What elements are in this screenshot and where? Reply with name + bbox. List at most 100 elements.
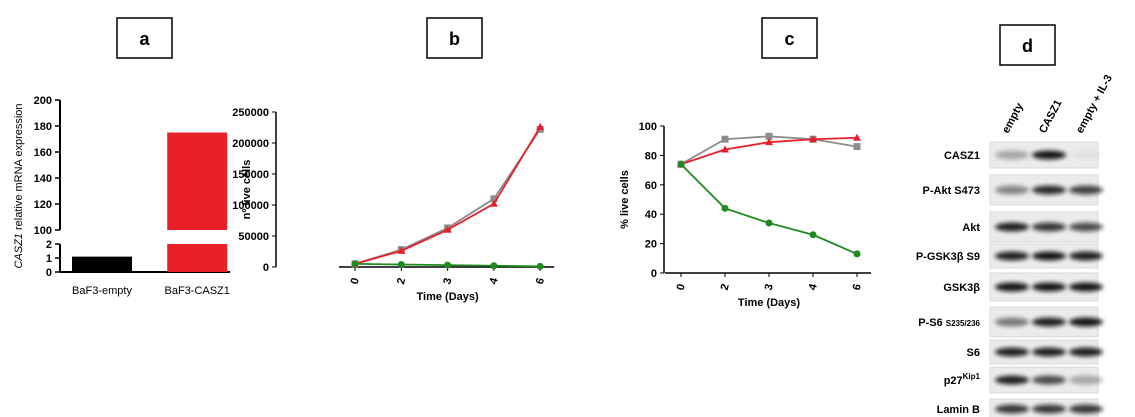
blot-band (995, 151, 1029, 160)
y-axis-label: CASZ1 relative mRNA expression (13, 103, 25, 268)
row-label-text: p27 (944, 375, 963, 387)
y-tick-label: 120 (34, 199, 52, 211)
marker (352, 260, 359, 267)
x-tick-label: 0 (349, 277, 362, 286)
x-tick-label: 2 (719, 283, 732, 292)
series-line (681, 164, 857, 254)
x-tick-label: BaF3-CASZ1 (164, 285, 229, 297)
blot-band (995, 318, 1029, 327)
y-tick-label: 2 (46, 239, 52, 251)
blot-band (995, 405, 1029, 414)
row-label: Lamin B (937, 404, 980, 416)
row-label-text: Akt (962, 222, 980, 234)
bar (167, 133, 227, 273)
y-axis-label-gene: CASZ1 (13, 233, 25, 268)
row-label: Akt (962, 222, 980, 234)
x-tick-label: 6 (851, 283, 864, 292)
marker (722, 205, 729, 212)
row-label: P-S6 S235/236 (918, 317, 980, 329)
x-tick-label: 3 (763, 283, 776, 292)
blot-band (1032, 151, 1066, 160)
row-label-text: GSK3β (943, 282, 980, 294)
blot-band (995, 223, 1029, 232)
series-line (355, 127, 540, 264)
row-label-text: P-S6 (918, 317, 942, 329)
blot-band (995, 252, 1029, 261)
x-axis-label: Time (Days) (738, 297, 800, 309)
marker (537, 263, 544, 270)
y-tick-label: 200000 (232, 138, 269, 150)
y-axis-label: % live cells (619, 170, 631, 229)
marker (766, 220, 773, 227)
marker (722, 136, 729, 143)
blot-band (1069, 186, 1103, 195)
row-label-sub: S235/236 (946, 319, 981, 328)
blot-band (1069, 283, 1103, 292)
blot-band (1032, 405, 1066, 414)
row-label-text: CASZ1 (944, 150, 980, 162)
y-tick-label: 60 (645, 180, 657, 192)
lane-label: CASZ1 (1037, 98, 1065, 135)
bar (72, 257, 132, 272)
panel-label: c (784, 29, 794, 49)
x-tick-label: BaF3-empty (72, 285, 132, 297)
blot-band (995, 186, 1029, 195)
blot-band (995, 348, 1029, 357)
marker (490, 262, 497, 269)
blot-band (1032, 186, 1066, 195)
y-tick-label: 100 (639, 121, 657, 133)
row-label-text: P-Akt S473 (923, 185, 980, 197)
marker (854, 250, 861, 257)
y-tick-label: 200 (34, 95, 52, 107)
blot-band (1032, 283, 1066, 292)
x-axis-label: Time (Days) (417, 291, 479, 303)
blot-band (995, 283, 1029, 292)
blot-band (1032, 252, 1066, 261)
x-tick-label: 4 (807, 282, 820, 292)
blot-band (1069, 151, 1103, 160)
lane-label: empty (1000, 100, 1026, 135)
panel-label: b (449, 29, 460, 49)
x-tick-label: 6 (534, 277, 547, 286)
marker (444, 262, 451, 269)
blot-band (1032, 348, 1066, 357)
marker (854, 143, 861, 150)
row-label-text: P-GSK3β S9 (916, 251, 980, 263)
blot-band (1032, 376, 1066, 385)
blot-band (1069, 348, 1103, 357)
y-axis-label: nº live cells (241, 160, 253, 220)
row-label: P-GSK3β S9 (916, 251, 980, 263)
row-label-sup: Kip1 (963, 372, 981, 381)
blot-band (1069, 376, 1103, 385)
row-label: GSK3β (943, 282, 980, 294)
y-tick-label: 160 (34, 147, 52, 159)
marker (678, 161, 685, 168)
y-tick-label: 0 (263, 262, 269, 274)
x-tick-label: 2 (395, 277, 408, 286)
row-label: CASZ1 (944, 150, 980, 162)
x-tick-label: 4 (488, 276, 501, 286)
figure: a012100120140160180200CASZ1 relative mRN… (0, 0, 1135, 417)
panel-label: a (139, 29, 150, 49)
y-tick-label: 180 (34, 121, 52, 133)
lane-label: empty + IL-3 (1074, 73, 1115, 136)
blot-band (1032, 318, 1066, 327)
x-tick-label: 0 (675, 283, 688, 292)
blot-band (1032, 223, 1066, 232)
y-tick-label: 140 (34, 173, 52, 185)
marker (398, 261, 405, 268)
row-label-text: S6 (967, 347, 980, 359)
y-axis-label-text: relative mRNA expression (13, 103, 25, 230)
x-tick-label: 3 (441, 277, 454, 286)
series-line (355, 129, 540, 264)
marker (810, 231, 817, 238)
blot-band (1069, 405, 1103, 414)
y-tick-label: 0 (46, 267, 52, 279)
row-label: p27Kip1 (944, 372, 981, 387)
y-tick-label: 50000 (238, 231, 269, 243)
row-label-text: Lamin B (937, 404, 980, 416)
y-tick-label: 40 (645, 209, 657, 221)
blot-band (1069, 318, 1103, 327)
blot-band (1069, 252, 1103, 261)
row-label: P-Akt S473 (923, 185, 980, 197)
